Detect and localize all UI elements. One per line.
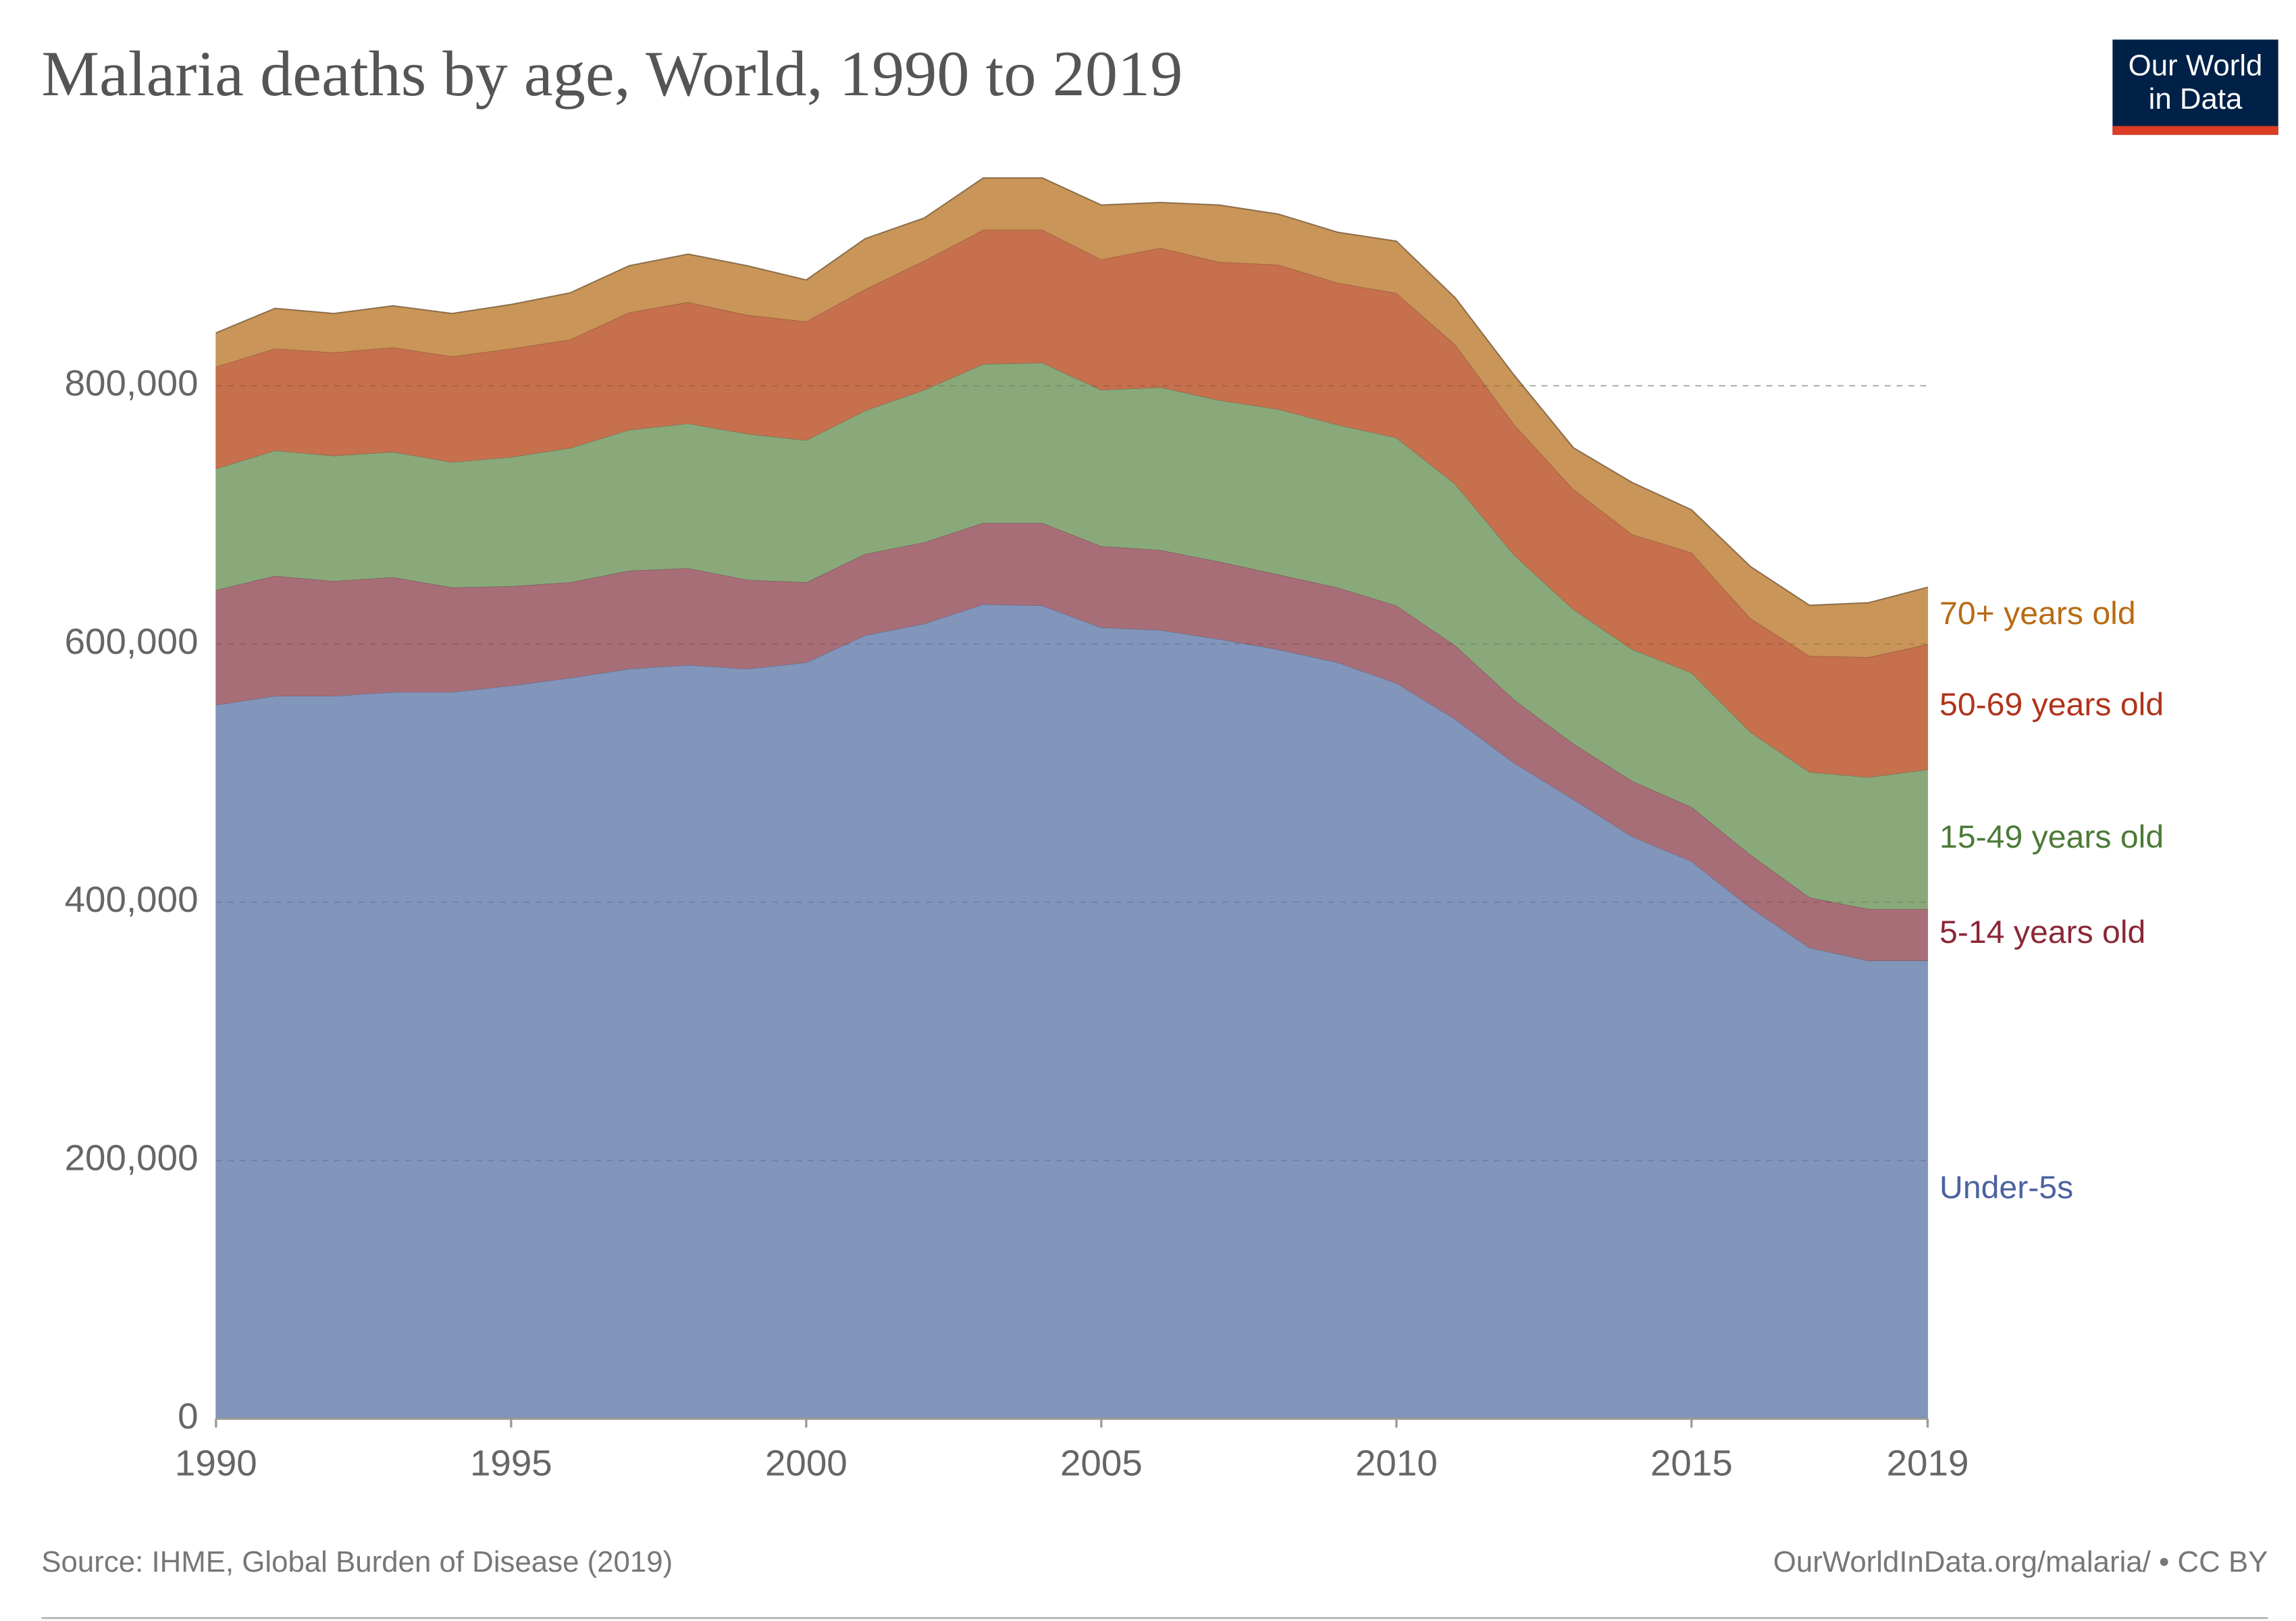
chart-title: Malaria deaths by age, World, 1990 to 20…: [41, 38, 1182, 109]
logo-box: [2112, 39, 2278, 135]
x-tick-label: 1990: [175, 1443, 257, 1484]
y-tick-label: 400,000: [65, 879, 199, 920]
y-tick-label: 600,000: [65, 621, 199, 662]
logo-text: in Data: [2149, 83, 2243, 115]
x-tick-label: 2005: [1060, 1443, 1143, 1484]
series-label: 5-14 years old: [1939, 915, 2145, 950]
x-tick-label: 2000: [765, 1443, 847, 1484]
series-label: 70+ years old: [1939, 596, 2136, 632]
series-label: 50-69 years old: [1939, 687, 2164, 723]
series-label: Under-5s: [1939, 1170, 2073, 1206]
area: [215, 177, 1929, 658]
x-tick-label: 1995: [470, 1443, 552, 1484]
y-tick-label: 0: [178, 1395, 198, 1437]
y-tick-label: 200,000: [65, 1137, 199, 1179]
x-tick-label: 2010: [1355, 1443, 1438, 1484]
x-tick-label: 2019: [1887, 1443, 1969, 1484]
series-label: 15-49 years old: [1939, 819, 2164, 855]
logo-bar: [2112, 126, 2278, 135]
x-tick-label: 2015: [1650, 1443, 1733, 1484]
y-tick-label: 800,000: [65, 363, 199, 404]
area-edge: [215, 177, 1928, 607]
logo-text: Our World: [2129, 49, 2263, 82]
logo: Our World in Data: [2112, 39, 2278, 135]
source: Source: IHME, Global Burden of Disease (…: [41, 1546, 673, 1578]
footer: OurWorldInData.org/malaria/ • CC BY: [1773, 1546, 2268, 1578]
